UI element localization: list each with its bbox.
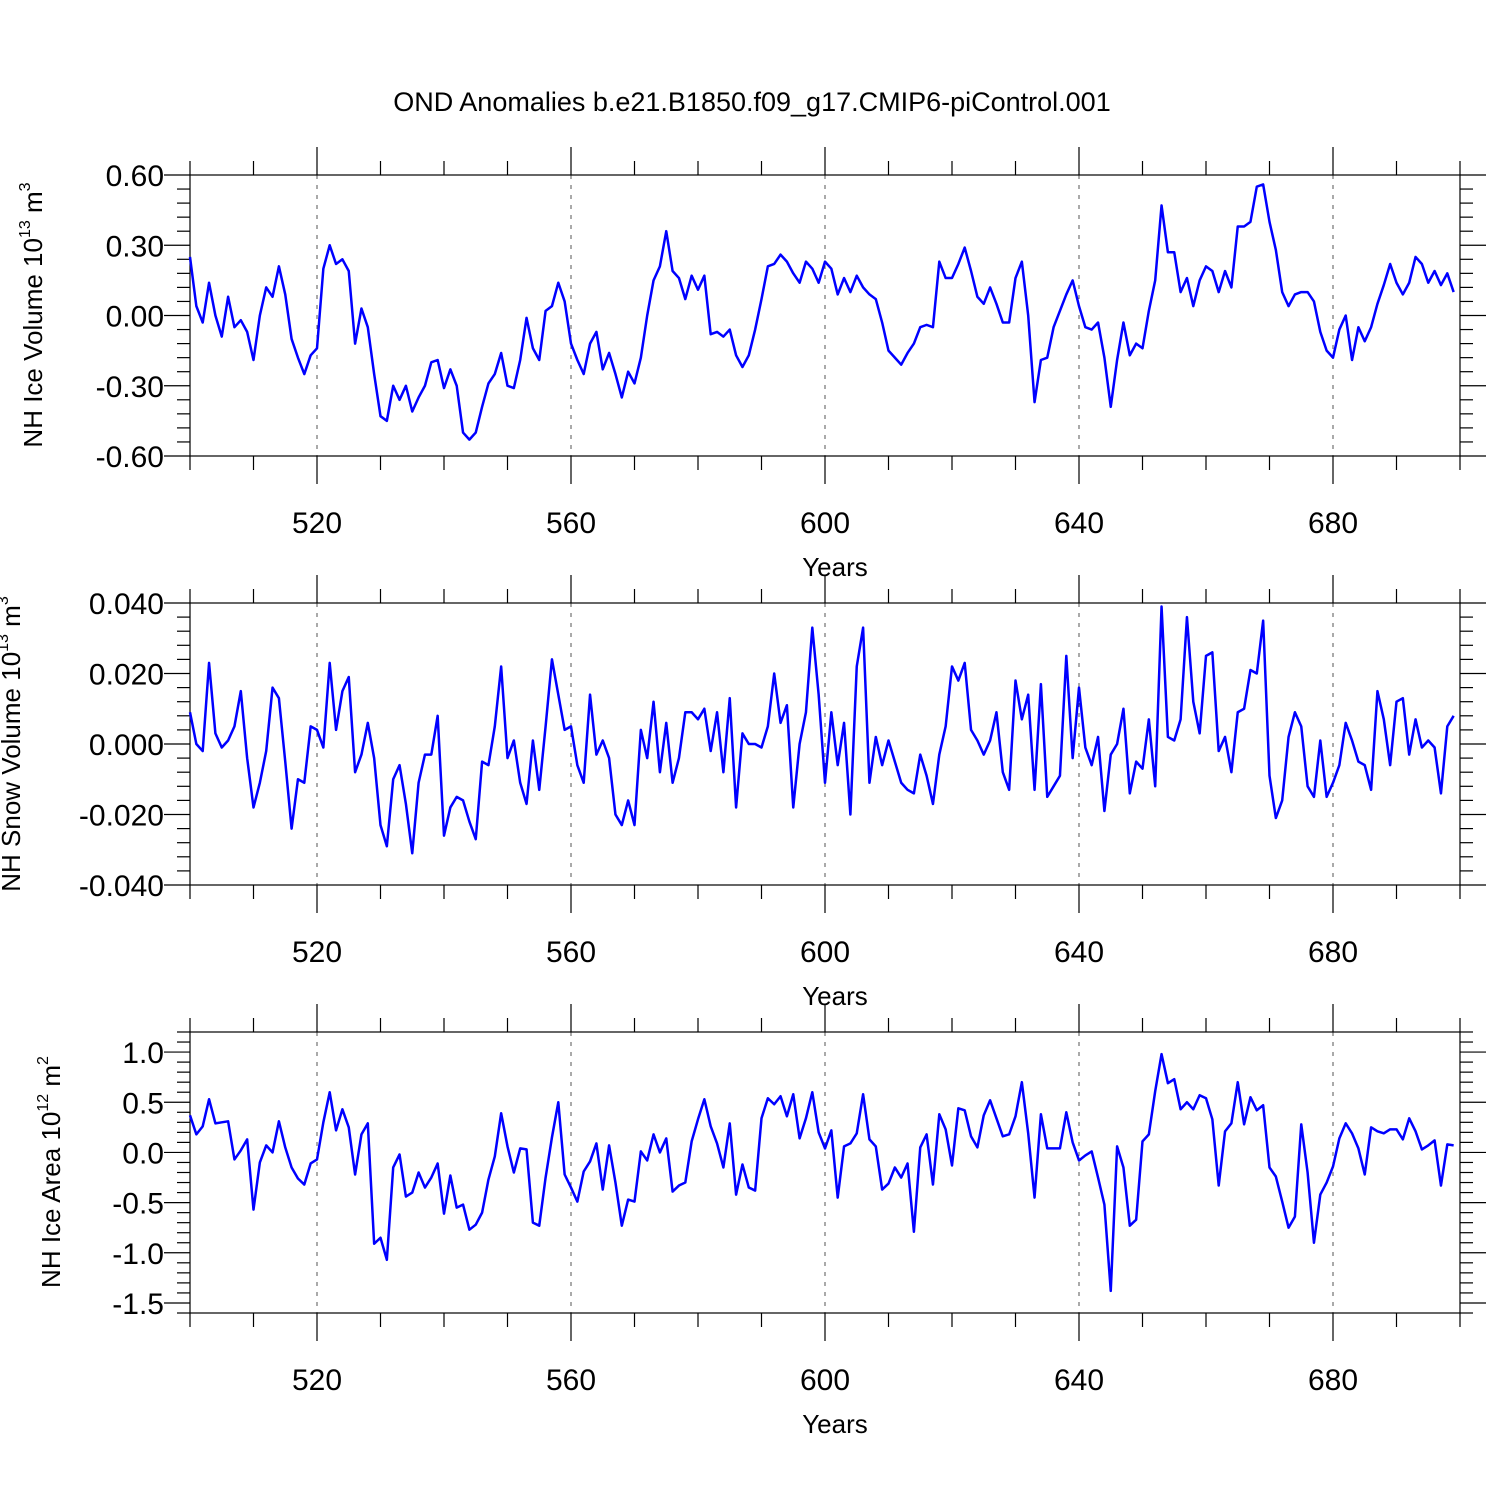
y-axis-label-unit-exponent: 2 [35, 1056, 52, 1065]
y-tick-label: 0.000 [89, 729, 164, 762]
x-tick-label: 640 [1054, 1364, 1104, 1397]
series-line-snow-volume [188, 605, 1455, 855]
y-tick-label: 0.040 [89, 588, 164, 621]
series-line-ice-area [188, 1052, 1454, 1293]
y-tick-label: 0.30 [106, 230, 164, 263]
y-tick-label: -1.0 [112, 1238, 164, 1271]
y-tick-label: -0.60 [96, 441, 164, 474]
panel-snow-volume: 520 560 600 640 680 Years -0.040 -0.020 0.000 0.0… [0, 575, 1486, 1011]
y-tick-label: 1.0 [122, 1037, 164, 1070]
x-axis-label: Years [802, 552, 868, 582]
panel-ice-volume: 520 560 600 640 680 Years -0.60 -0.30 0.00 0.30 0.… [17, 147, 1486, 582]
x-axis-label: Years [802, 981, 868, 1011]
x-tick-label: 680 [1308, 1364, 1358, 1397]
x-tick-label: 520 [292, 507, 342, 540]
x-tick-label: 560 [546, 507, 596, 540]
y-tick-label: -0.5 [112, 1188, 164, 1221]
y-axis-label: NH Snow Volume 1013 m3 [0, 596, 26, 892]
y-tick-label: -0.020 [79, 800, 164, 833]
y-axis-label-unit: m [36, 1065, 66, 1094]
x-tick-label: 560 [546, 1364, 596, 1397]
y-axis-label-exponent: 13 [17, 220, 34, 238]
y-axis-label-unit: m [0, 605, 26, 634]
x-tick-label: 600 [800, 1364, 850, 1397]
y-tick-label: -0.040 [79, 870, 164, 903]
y-axis-label: NH Ice Area 1012 m2 [35, 1056, 66, 1288]
y-axis-label-exponent: 12 [35, 1094, 52, 1112]
x-tick-label: 680 [1308, 936, 1358, 969]
x-tick-label: 600 [800, 507, 850, 540]
x-tick-label: 600 [800, 936, 850, 969]
y-tick-label: 0.5 [122, 1087, 164, 1120]
x-axis-label: Years [802, 1409, 868, 1439]
y-tick-label: 0.00 [106, 301, 164, 334]
series-line-ice-volume [188, 183, 1455, 441]
y-tick-label: 0.020 [89, 659, 164, 692]
chart-title: OND Anomalies b.e21.B1850.f09_g17.CMIP6-… [393, 87, 1110, 117]
y-axis-label-text: NH Ice Volume 10 [18, 238, 48, 448]
y-axis-label-unit: m [18, 191, 48, 220]
x-tick-label: 520 [292, 936, 342, 969]
y-axis-label-text: NH Snow Volume 10 [0, 652, 26, 892]
y-axis-label: NH Ice Volume 1013 m3 [17, 182, 48, 447]
panel-ice-area: 520 560 600 640 680 Years -1.5 -1.0 -0.5 0.0 0.5 1.… [35, 1004, 1486, 1439]
x-tick-label: 520 [292, 1364, 342, 1397]
y-tick-label: 0.0 [122, 1137, 164, 1170]
x-tick-label: 560 [546, 936, 596, 969]
y-axis-label-unit-exponent: 3 [0, 596, 12, 605]
y-tick-label: -0.30 [96, 371, 164, 404]
y-tick-label: -1.5 [112, 1288, 164, 1321]
y-axis-label-exponent: 13 [0, 634, 12, 652]
x-tick-label: 680 [1308, 507, 1358, 540]
x-tick-label: 640 [1054, 936, 1104, 969]
x-tick-label: 640 [1054, 507, 1104, 540]
y-axis-label-unit-exponent: 3 [17, 182, 34, 191]
y-axis-label-text: NH Ice Area 10 [36, 1112, 66, 1288]
y-tick-label: 0.60 [106, 160, 164, 193]
